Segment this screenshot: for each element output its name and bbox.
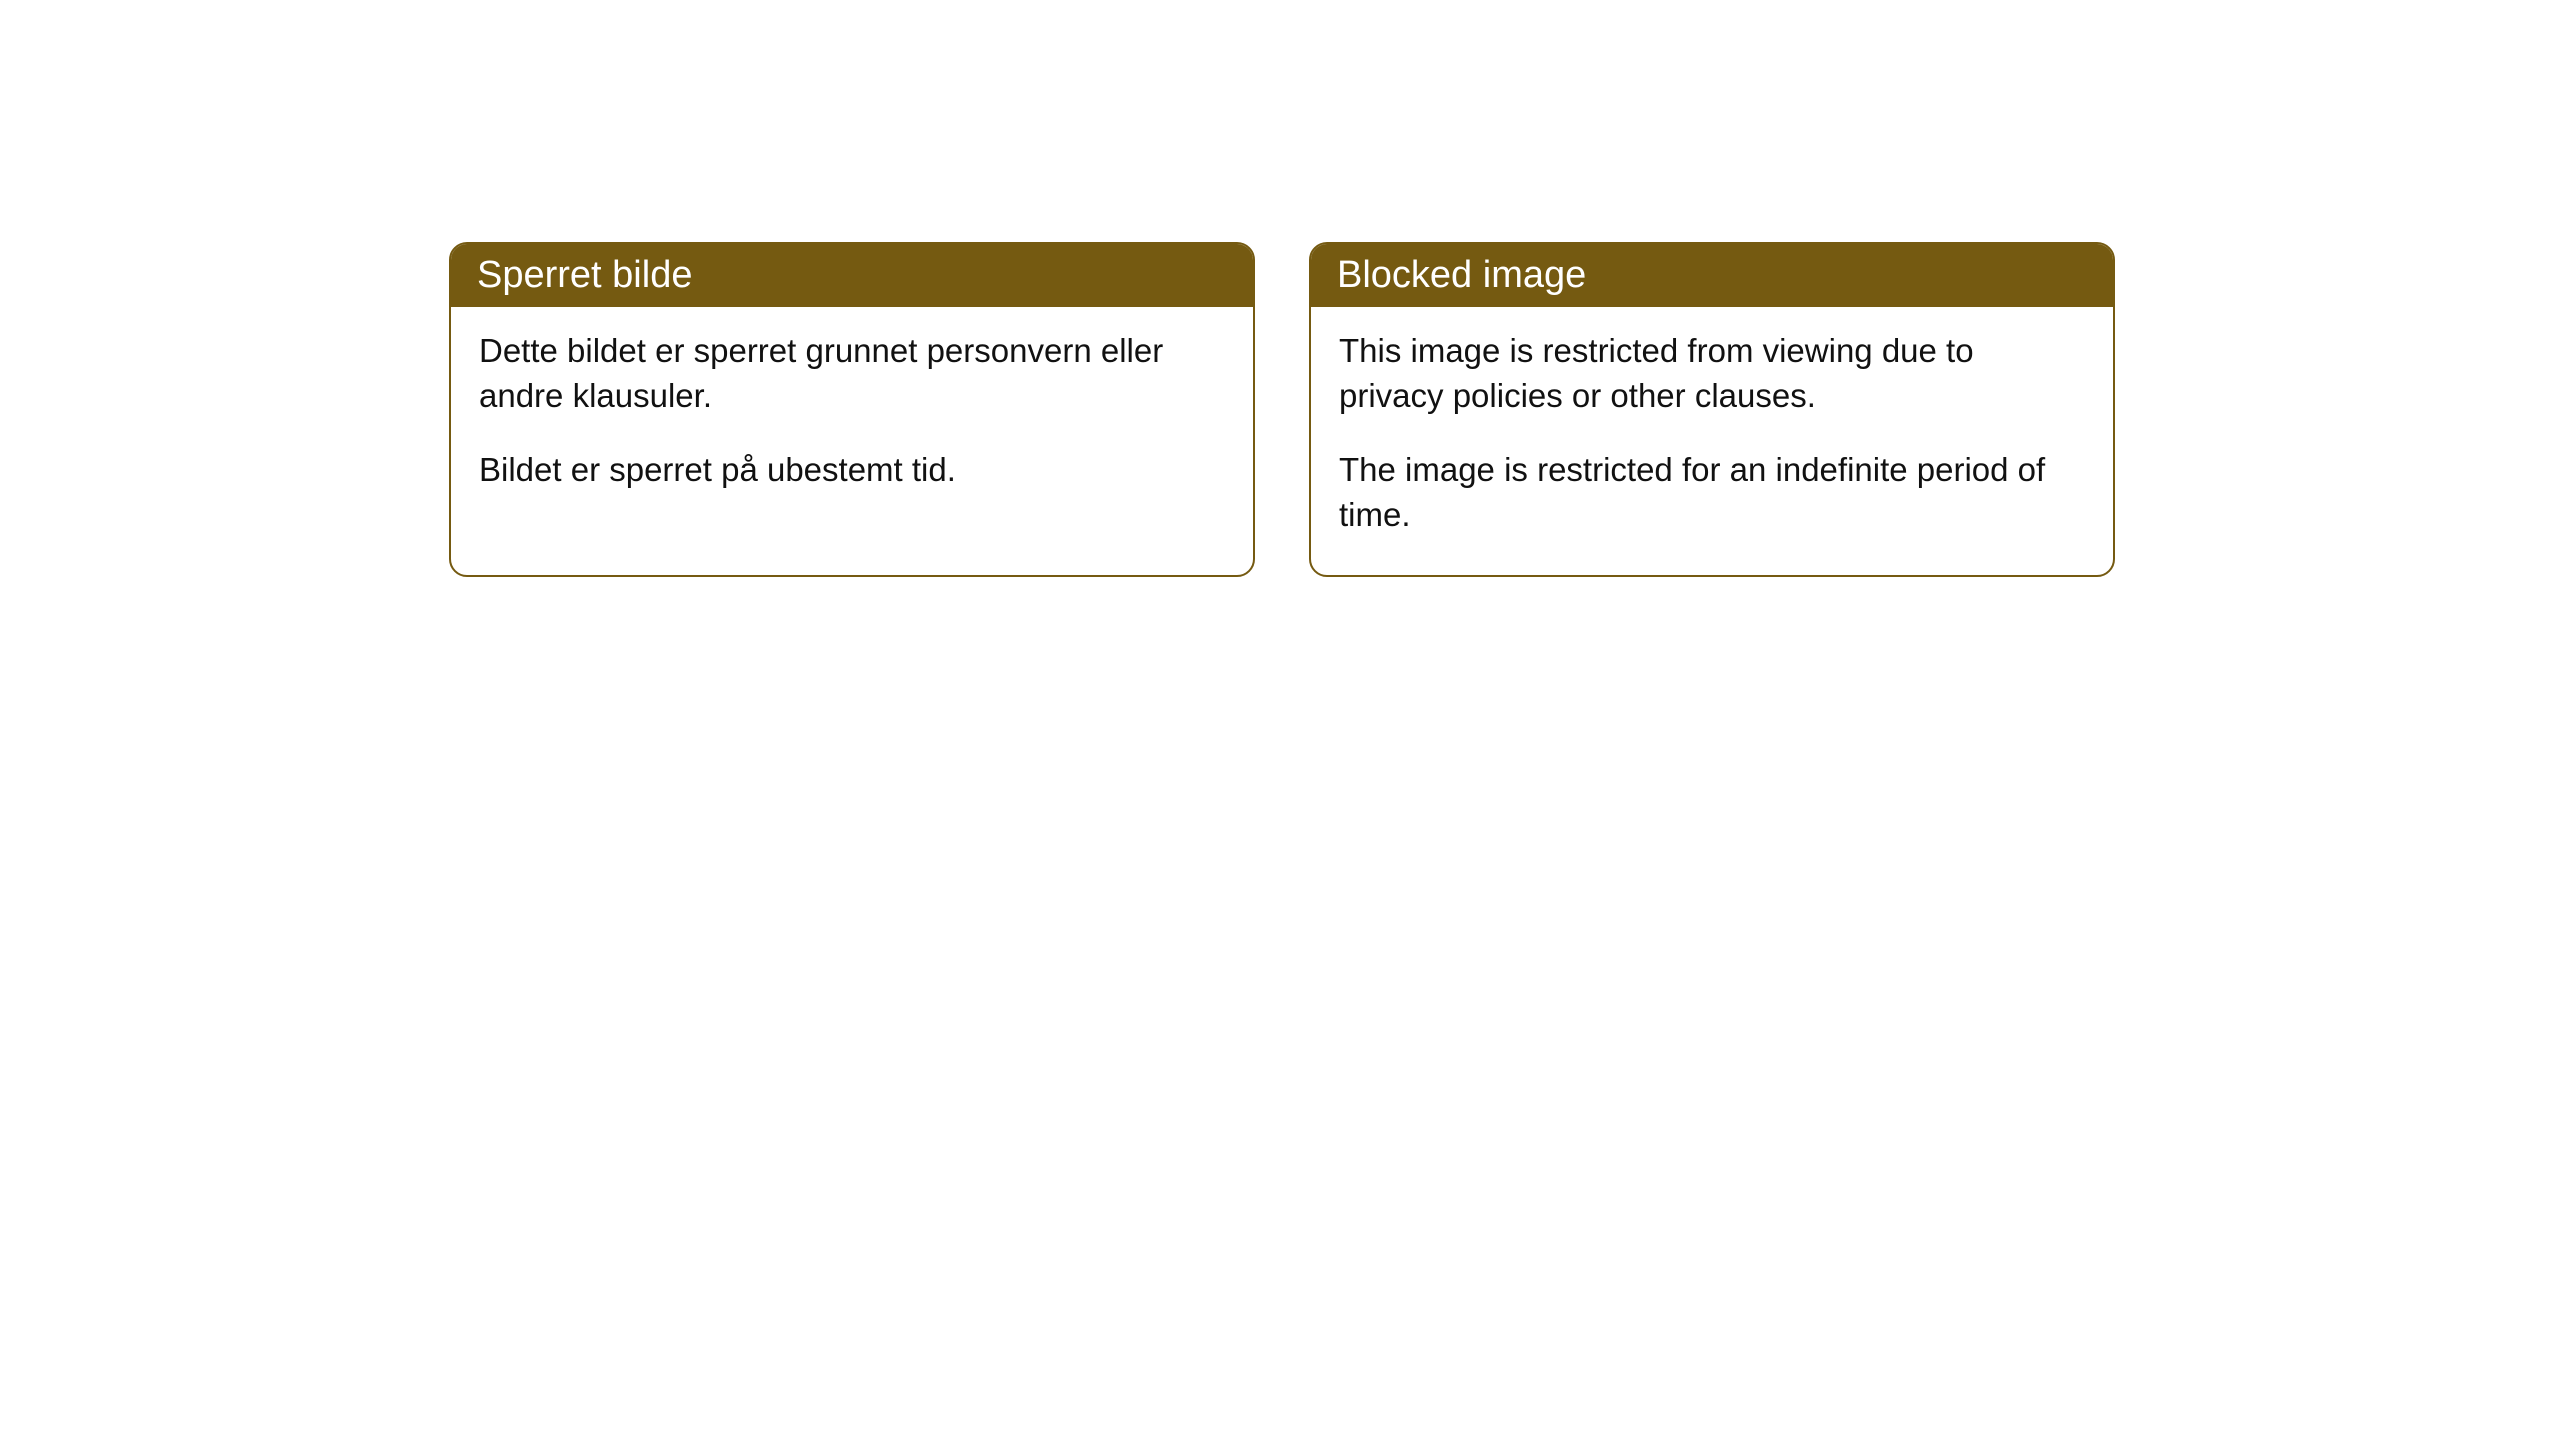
card-paragraph: Bildet er sperret på ubestemt tid. xyxy=(479,448,1225,493)
card-paragraph: The image is restricted for an indefinit… xyxy=(1339,448,2085,537)
card-paragraph: This image is restricted from viewing du… xyxy=(1339,329,2085,418)
card-header: Blocked image xyxy=(1311,244,2113,307)
card-body: This image is restricted from viewing du… xyxy=(1311,307,2113,575)
blocked-image-card-english: Blocked image This image is restricted f… xyxy=(1309,242,2115,577)
card-header: Sperret bilde xyxy=(451,244,1253,307)
card-title: Blocked image xyxy=(1337,254,1586,296)
notice-cards-container: Sperret bilde Dette bildet er sperret gr… xyxy=(0,0,2560,577)
card-paragraph: Dette bildet er sperret grunnet personve… xyxy=(479,329,1225,418)
blocked-image-card-norwegian: Sperret bilde Dette bildet er sperret gr… xyxy=(449,242,1255,577)
card-body: Dette bildet er sperret grunnet personve… xyxy=(451,307,1253,531)
card-title: Sperret bilde xyxy=(477,254,692,296)
